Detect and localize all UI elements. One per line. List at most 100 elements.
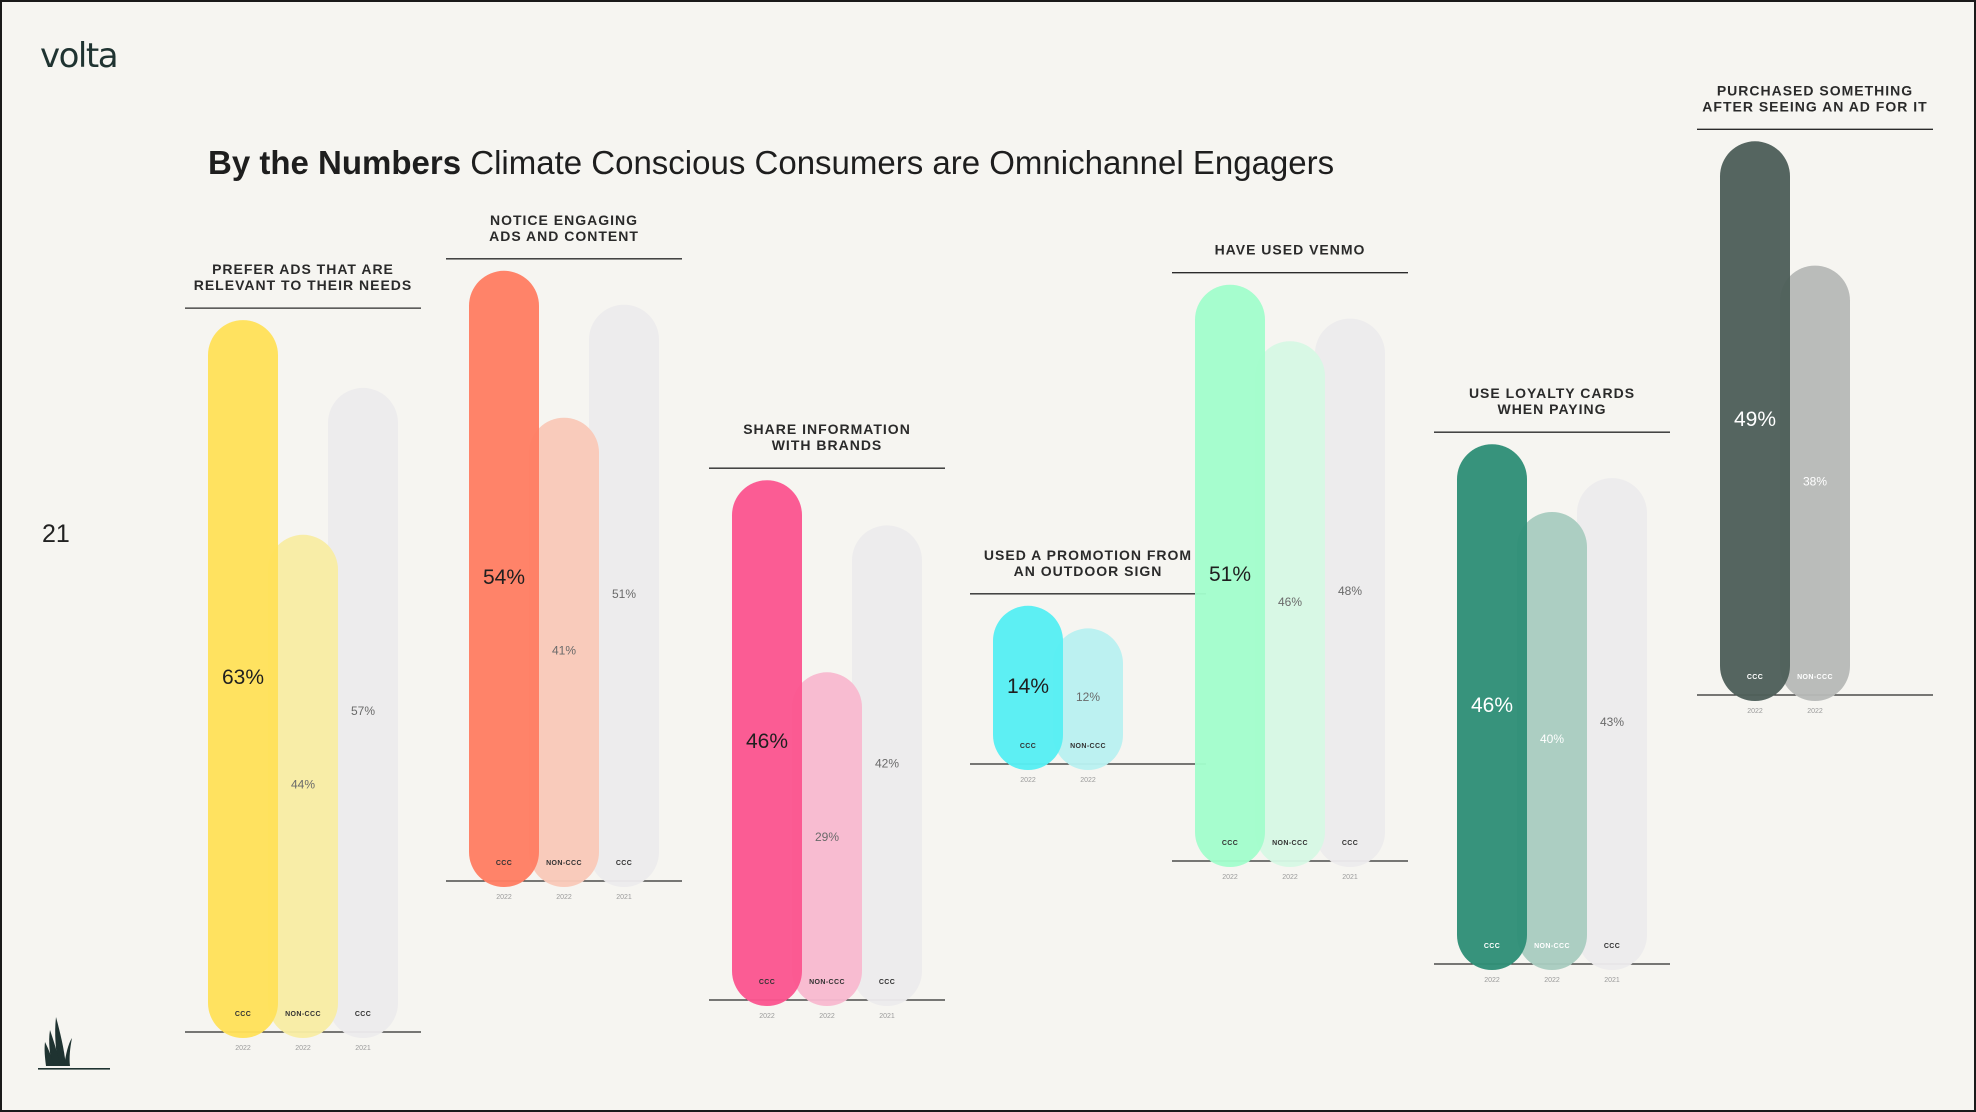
series-name-label: NON-CCC (1797, 674, 1833, 681)
bar-ccc-2021 (852, 525, 922, 1006)
series-name-label: CCC (1342, 840, 1358, 847)
value-label: 42% (875, 757, 899, 771)
bar-ccc-2022 (1195, 284, 1265, 867)
bar-non-ccc-2022 (1517, 512, 1587, 970)
year-label: 2022 (1282, 874, 1298, 881)
series-name-label: CCC (355, 1011, 371, 1018)
series-name-label: NON-CCC (1070, 743, 1106, 750)
value-label: 40% (1540, 732, 1564, 746)
year-label: 2022 (1222, 874, 1238, 881)
bar-ccc-2021 (1315, 318, 1385, 868)
value-label: 14% (1007, 675, 1049, 698)
series-name-label: CCC (879, 979, 895, 986)
bar-non-ccc-2022 (1053, 628, 1123, 770)
chart-title: AN OUTDOOR SIGN (1014, 563, 1163, 579)
year-label: 2021 (1342, 874, 1358, 881)
year-label: 2021 (879, 1013, 895, 1020)
value-label: 51% (1209, 563, 1251, 586)
series-name-label: NON-CCC (285, 1011, 321, 1018)
series-name-label: NON-CCC (546, 860, 582, 867)
bar-non-ccc-2022 (268, 534, 338, 1038)
chart-group-5: HAVE USED VENMO 51% CCC 2022 46% NON-CCC 2022 4… (1172, 242, 1408, 881)
title-bold: By the Numbers (208, 144, 462, 181)
year-label: 2021 (616, 894, 632, 901)
series-name-label: CCC (759, 979, 775, 986)
title-rest: Climate Conscious Consumers are Omnichan… (470, 144, 1335, 181)
value-label: 51% (612, 587, 636, 601)
chart-title: SHARE INFORMATION (743, 421, 911, 437)
chart-title: USED A PROMOTION FROM (984, 547, 1192, 563)
value-label: 29% (815, 830, 839, 844)
bar-non-ccc-2022 (1780, 265, 1850, 701)
chart-title: HAVE USED VENMO (1215, 242, 1366, 258)
value-label: 48% (1338, 584, 1362, 598)
chart-title: ADS AND CONTENT (489, 228, 639, 244)
value-label: 57% (351, 704, 375, 718)
chart-title: USE LOYALTY CARDS (1469, 385, 1635, 401)
series-name-label: CCC (1222, 840, 1238, 847)
year-label: 2022 (295, 1045, 311, 1052)
year-label: 2021 (1604, 977, 1620, 984)
bar-ccc-2022 (1720, 141, 1790, 702)
series-name-label: CCC (235, 1011, 251, 1018)
series-name-label: CCC (616, 860, 632, 867)
bar-non-ccc-2022 (529, 417, 599, 887)
bar-ccc-2022 (469, 270, 539, 887)
bird-logo-icon (38, 1017, 110, 1070)
year-label: 2021 (355, 1045, 371, 1052)
bar-ccc-2021 (1577, 478, 1647, 970)
bar-non-ccc-2022 (792, 672, 862, 1006)
chart-title: AFTER SEEING AN AD FOR IT (1702, 98, 1927, 114)
chart-title: NOTICE ENGAGING (490, 212, 638, 228)
year-label: 2022 (1020, 777, 1036, 784)
year-label: 2022 (235, 1045, 251, 1052)
chart-title: WHEN PAYING (1497, 401, 1606, 417)
chart-title: WITH BRANDS (772, 437, 883, 453)
series-name-label: CCC (1020, 743, 1036, 750)
value-label: 12% (1076, 690, 1100, 704)
series-name-label: CCC (1604, 943, 1620, 950)
year-label: 2022 (1080, 777, 1096, 784)
bar-ccc-2022 (993, 605, 1063, 770)
year-label: 2022 (1484, 977, 1500, 984)
value-label: 63% (222, 666, 264, 689)
year-label: 2022 (819, 1013, 835, 1020)
value-label: 46% (1471, 694, 1513, 717)
value-label: 54% (483, 566, 525, 589)
series-name-label: CCC (1747, 674, 1763, 681)
value-label: 46% (746, 730, 788, 753)
year-label: 2022 (759, 1013, 775, 1020)
volta-logo: volta (40, 36, 119, 76)
bar-ccc-2021 (589, 304, 659, 887)
value-label: 44% (291, 777, 315, 791)
bar-ccc-2022 (1457, 444, 1527, 970)
series-name-label: NON-CCC (1272, 840, 1308, 847)
bar-ccc-2022 (208, 320, 278, 1039)
series-name-label: CCC (496, 860, 512, 867)
page-title: By the Numbers Climate Conscious Consume… (208, 144, 1334, 182)
chart-title: RELEVANT TO THEIR NEEDS (194, 277, 413, 293)
year-label: 2022 (556, 894, 572, 901)
chart-title: PURCHASED SOMETHING (1717, 82, 1913, 98)
value-label: 38% (1803, 474, 1827, 488)
year-label: 2022 (1747, 708, 1763, 715)
year-label: 2022 (1544, 977, 1560, 984)
chart-title: PREFER ADS THAT ARE (212, 261, 394, 277)
year-label: 2022 (496, 894, 512, 901)
series-name-label: NON-CCC (809, 979, 845, 986)
bar-ccc-2022 (732, 480, 802, 1006)
value-label: 41% (552, 643, 576, 657)
series-name-label: CCC (1484, 943, 1500, 950)
bar-non-ccc-2022 (1255, 341, 1325, 867)
year-label: 2022 (1807, 708, 1823, 715)
value-label: 49% (1734, 408, 1776, 431)
series-name-label: NON-CCC (1534, 943, 1570, 950)
value-label: 43% (1600, 715, 1624, 729)
